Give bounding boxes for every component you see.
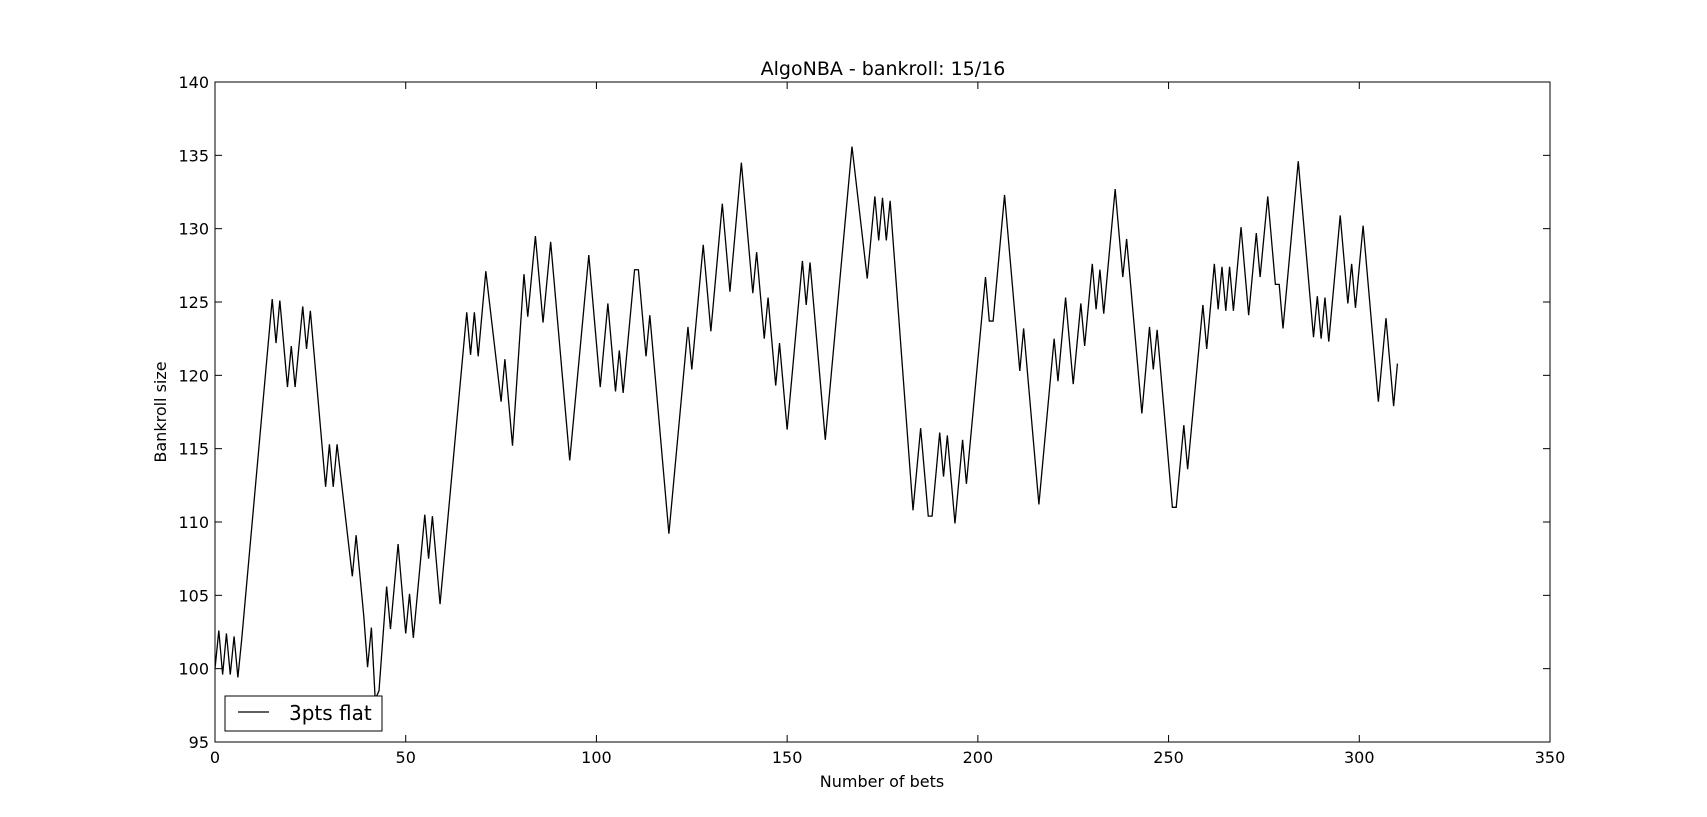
x-tick-label: 150 <box>772 748 803 767</box>
legend-box <box>224 695 383 732</box>
y-axis: 95 100 105 110 115 120 125 130 135 140 <box>178 73 1550 752</box>
y-tick-label: 125 <box>178 293 209 312</box>
y-axis-label: Bankroll size <box>151 361 170 462</box>
x-tick-label: 100 <box>581 748 612 767</box>
x-tick-label: 200 <box>963 748 994 767</box>
x-tick-label: 300 <box>1344 748 1375 767</box>
y-tick-label: 100 <box>178 660 209 679</box>
x-axis-label: Number of bets <box>820 772 944 791</box>
legend-label: 3pts flat <box>289 701 372 725</box>
x-tick-label: 50 <box>396 748 416 767</box>
y-tick-label: 120 <box>178 366 209 385</box>
chart-title: AlgoNBA - bankroll: 15/16 <box>761 58 1006 80</box>
y-tick-label: 95 <box>189 733 209 752</box>
y-tick-label: 130 <box>178 220 209 239</box>
y-tick-label: 110 <box>178 513 209 532</box>
x-tick-label: 250 <box>1153 748 1184 767</box>
x-axis: 0 50 100 150 200 250 300 350 <box>210 82 1565 767</box>
legend: 3pts flat <box>224 695 383 732</box>
y-tick-label: 140 <box>178 73 209 92</box>
x-tick-label: 350 <box>1535 748 1566 767</box>
y-tick-label: 115 <box>178 440 209 459</box>
y-tick-label: 135 <box>178 146 209 165</box>
plot-area <box>214 81 1551 743</box>
y-tick-label: 105 <box>178 586 209 605</box>
x-tick-label: 0 <box>210 748 220 767</box>
